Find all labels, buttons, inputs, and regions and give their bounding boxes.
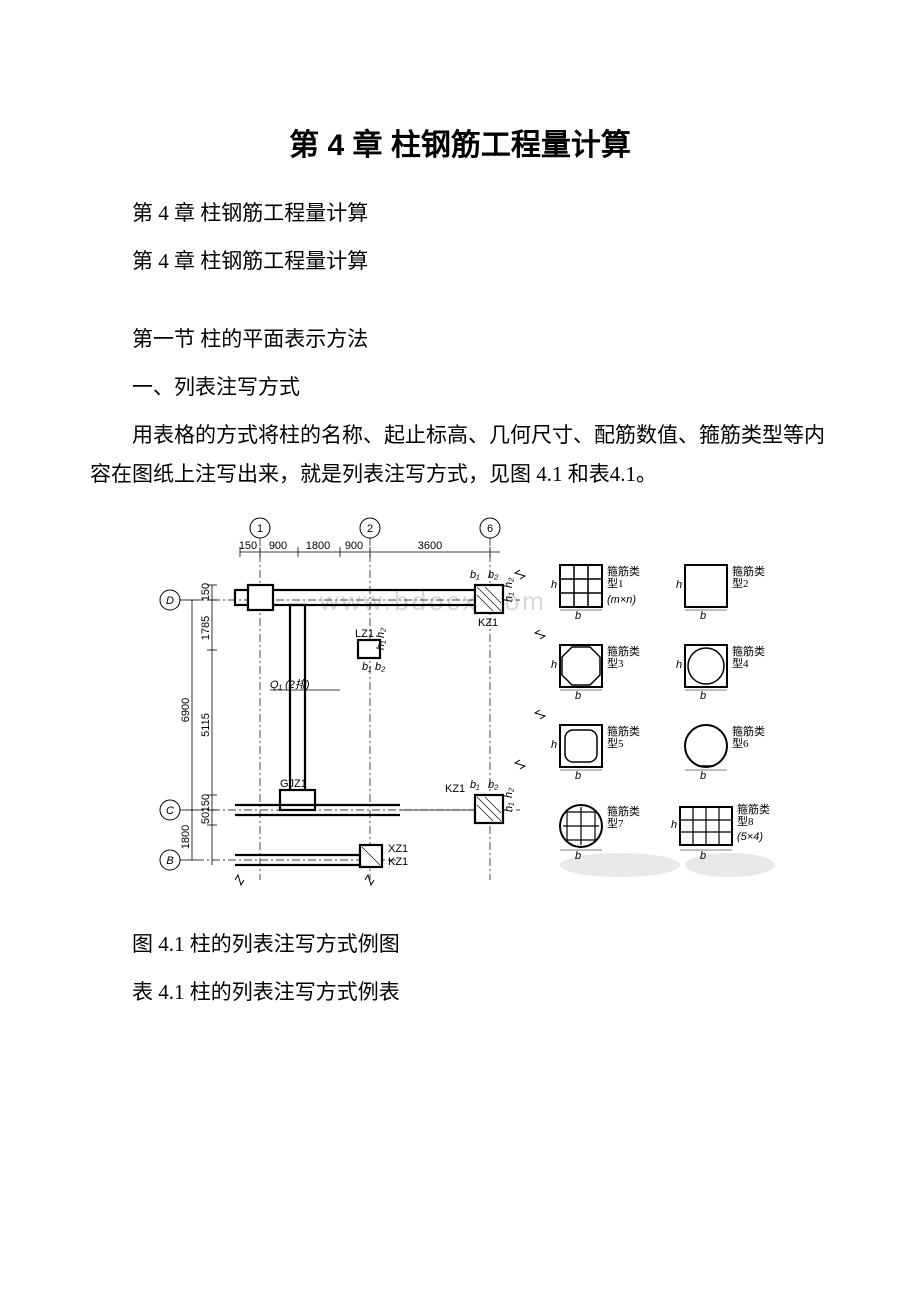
- svg-text:900: 900: [269, 540, 287, 552]
- stirrup-type-4: 箍筋类型4 b h: [676, 644, 765, 702]
- stirrup-type-8: 箍筋类型8 (5×4) b h: [671, 802, 770, 862]
- page-title: 第 4 章 柱钢筋工程量计算: [90, 120, 830, 164]
- svg-text:(5×4): (5×4): [737, 831, 763, 843]
- grid-bubble-1: 1: [250, 518, 270, 880]
- svg-text:1: 1: [257, 523, 263, 535]
- svg-text:h₂: h₂: [375, 627, 387, 638]
- svg-text:b: b: [575, 850, 581, 862]
- svg-text:b: b: [575, 610, 581, 622]
- plan-drawing: 1 2 6 D C: [160, 518, 525, 885]
- svg-text:h₁: h₁: [503, 802, 515, 812]
- svg-text:B: B: [166, 855, 173, 867]
- svg-text:b: b: [700, 610, 706, 622]
- svg-text:箍筋类型6: 箍筋类型6: [732, 724, 765, 750]
- svg-text:h: h: [676, 579, 682, 591]
- subsection-heading: 一、列表注写方式: [90, 368, 830, 408]
- spacer: [90, 290, 830, 320]
- svg-text:箍筋类型7: 箍筋类型7: [607, 804, 640, 830]
- svg-text:h: h: [551, 579, 557, 591]
- stirrup-type-5: 箍筋类型5 b h: [551, 724, 640, 782]
- svg-text:箍筋类型1: 箍筋类型1: [607, 564, 640, 590]
- diagram-svg: www.bdocx.com 1 2 6 D: [140, 510, 780, 910]
- svg-text:(m×n): (m×n): [607, 594, 636, 606]
- repeat-line-1: 第 4 章 柱钢筋工程量计算: [90, 194, 830, 234]
- svg-text:GJZ1: GJZ1: [280, 778, 307, 790]
- svg-text:150: 150: [239, 540, 257, 552]
- stirrup-type-3: 箍筋类型3 b h: [551, 644, 640, 702]
- svg-text:b: b: [575, 770, 581, 782]
- svg-text:箍筋类型5: 箍筋类型5: [607, 724, 640, 750]
- top-dimensions: 150 900 1800 900 3600: [239, 540, 500, 557]
- svg-text:1800: 1800: [180, 825, 192, 849]
- svg-text:h: h: [676, 659, 682, 671]
- svg-text:b₂: b₂: [488, 569, 499, 581]
- svg-text:3600: 3600: [418, 540, 442, 552]
- svg-text:LZ1: LZ1: [355, 628, 374, 640]
- section-heading: 第一节 柱的平面表示方法: [90, 320, 830, 360]
- stirrup-types: 箍筋类型1 (m×n) b h 箍筋类型2 b h 箍筋类型3 b h: [535, 564, 775, 877]
- svg-text:b₁: b₁: [362, 661, 372, 673]
- svg-text:h₁: h₁: [503, 592, 515, 602]
- table-caption: 表 4.1 柱的列表注写方式例表: [90, 973, 830, 1013]
- svg-text:箍筋类型3: 箍筋类型3: [607, 644, 640, 670]
- svg-text:50: 50: [200, 812, 212, 824]
- svg-text:KZ1: KZ1: [445, 783, 465, 795]
- stirrup-type-1: 箍筋类型1 (m×n) b h: [551, 564, 640, 622]
- svg-text:1800: 1800: [306, 540, 330, 552]
- svg-text:h₁: h₁: [375, 640, 387, 650]
- svg-text:h: h: [671, 819, 677, 831]
- svg-text:150: 150: [200, 583, 212, 601]
- svg-text:箍筋类型8: 箍筋类型8: [737, 802, 770, 828]
- svg-text:C: C: [166, 805, 174, 817]
- svg-text:h₂: h₂: [503, 577, 515, 588]
- svg-text:b₂: b₂: [488, 779, 499, 791]
- svg-text:KZ1: KZ1: [478, 617, 498, 629]
- svg-text:h₂: h₂: [503, 787, 515, 798]
- repeat-line-2: 第 4 章 柱钢筋工程量计算: [90, 242, 830, 282]
- svg-text:Q₁ (2排): Q₁ (2排): [270, 678, 310, 691]
- svg-text:h: h: [551, 739, 557, 751]
- inner-left-dimensions: 150 1785 5115 150 50: [200, 583, 217, 865]
- svg-text:b₂: b₂: [375, 661, 386, 673]
- svg-text:900: 900: [345, 540, 363, 552]
- stirrup-type-2: 箍筋类型2 b h: [676, 564, 765, 622]
- svg-text:6900: 6900: [180, 698, 192, 722]
- svg-text:1785: 1785: [200, 616, 212, 640]
- left-dimensions: 6900 1800: [180, 600, 197, 860]
- svg-text:箍筋类型2: 箍筋类型2: [732, 564, 765, 590]
- figure-caption: 图 4.1 柱的列表注写方式例图: [90, 925, 830, 965]
- svg-text:5115: 5115: [200, 714, 212, 738]
- svg-text:h: h: [551, 659, 557, 671]
- svg-text:XZ1: XZ1: [388, 843, 408, 855]
- figure-4-1: www.bdocx.com 1 2 6 D: [140, 510, 780, 910]
- stirrup-type-6: 箍筋类型6 b: [685, 724, 765, 782]
- svg-text:2: 2: [367, 523, 373, 535]
- svg-text:箍筋类型4: 箍筋类型4: [732, 644, 765, 670]
- svg-text:D: D: [166, 595, 174, 607]
- svg-text:b₁: b₁: [470, 779, 480, 791]
- svg-text:b₁: b₁: [470, 569, 480, 581]
- svg-text:b: b: [700, 690, 706, 702]
- grid-bubble-2: 2: [360, 518, 380, 880]
- svg-text:b: b: [700, 770, 706, 782]
- svg-text:b: b: [700, 850, 706, 862]
- svg-text:KZ1: KZ1: [388, 856, 408, 868]
- svg-text:b: b: [575, 690, 581, 702]
- svg-text:150: 150: [200, 794, 212, 812]
- body-paragraph: 用表格的方式将柱的名称、起止标高、几何尺寸、配筋数值、箍筋类型等内容在图纸上注写…: [90, 416, 830, 496]
- svg-text:6: 6: [487, 523, 493, 535]
